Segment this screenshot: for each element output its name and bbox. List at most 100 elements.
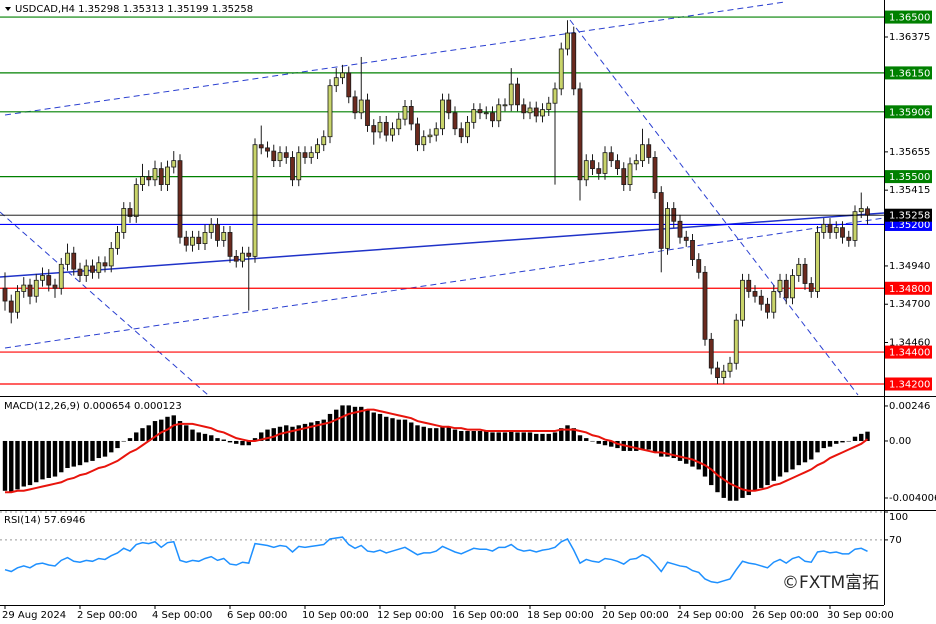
- macd-bar: [140, 428, 145, 441]
- macd-bar: [609, 440, 614, 447]
- candle-body: [340, 72, 345, 79]
- macd-bar: [27, 440, 33, 486]
- candle-body: [771, 291, 777, 313]
- macd-bar: [309, 422, 314, 441]
- macd-value: 0.000654: [83, 401, 131, 412]
- macd-bar: [771, 440, 776, 481]
- level-label: 1.35200: [889, 220, 930, 231]
- macd-bar: [477, 431, 483, 441]
- macd-bar: [509, 431, 514, 441]
- candle-body: [258, 144, 264, 149]
- macd-bar: [746, 440, 751, 496]
- candle-body: [640, 144, 645, 162]
- candle-body: [652, 157, 658, 193]
- macd-bar: [102, 440, 108, 457]
- candle-body: [296, 152, 302, 181]
- candle-body: [852, 211, 858, 241]
- macd-bar: [677, 440, 683, 461]
- macd-bar: [527, 432, 533, 441]
- macd-bar: [815, 440, 820, 453]
- macd-bar: [71, 440, 76, 467]
- candle-body: [465, 121, 470, 138]
- y-tick-label: 1.35655: [889, 147, 930, 158]
- macd-bar: [665, 440, 670, 457]
- macd-bar: [15, 440, 20, 490]
- macd-bar: [196, 432, 201, 441]
- macd-bar: [390, 418, 395, 441]
- candle-body: [40, 275, 45, 281]
- macd-bar: [734, 440, 739, 501]
- candle-body: [71, 252, 77, 270]
- candle-body: [533, 107, 539, 117]
- macd-bar: [721, 440, 726, 498]
- candle-body: [158, 168, 164, 185]
- candle-body: [427, 134, 433, 138]
- macd-bar: [709, 440, 714, 486]
- y-tick-label: 1.34700: [889, 299, 930, 310]
- y-tick-label: 1.35415: [889, 185, 930, 196]
- macd-bar: [790, 440, 795, 470]
- candle-body: [683, 236, 689, 241]
- x-tick-label: 12 Sep 00:00: [377, 610, 444, 621]
- macd-bar: [90, 440, 95, 461]
- candle-body: [646, 144, 652, 158]
- macd-bar: [96, 440, 101, 459]
- macd-bar: [177, 421, 183, 441]
- macd-bar: [127, 438, 133, 441]
- candle-body: [371, 125, 377, 133]
- macd-bar: [321, 419, 326, 441]
- candle-body: [171, 160, 177, 168]
- candle-body: [315, 144, 320, 154]
- macd-bar: [40, 440, 45, 480]
- candle-body: [383, 121, 389, 136]
- candle-body: [446, 99, 452, 114]
- candle-body: [602, 152, 608, 174]
- macd-bar: [334, 409, 339, 441]
- candle-body: [765, 303, 770, 313]
- candle-body: [202, 232, 208, 245]
- channel-line: [4, 1, 786, 116]
- x-tick-label: 30 Sep 00:00: [827, 610, 894, 621]
- high-value: 1.35313: [123, 4, 164, 15]
- macd-bar: [77, 440, 83, 466]
- macd-bar: [171, 415, 176, 441]
- candle-body: [577, 88, 583, 181]
- macd-bar: [521, 432, 526, 441]
- candle-body: [196, 236, 202, 245]
- candle-body: [752, 291, 758, 297]
- candle-body: [252, 144, 258, 257]
- macd-bar: [596, 440, 601, 444]
- level-label-bg: [885, 281, 932, 295]
- candle-body: [702, 271, 708, 340]
- y-tick-label: 1.36375: [889, 32, 930, 43]
- level-label: 1.34800: [889, 284, 930, 295]
- macd-bar: [784, 440, 789, 473]
- x-tick-label: 29 Aug 2024: [2, 610, 66, 621]
- macd-bar: [115, 440, 120, 449]
- macd-bar: [265, 429, 270, 441]
- macd-bar: [765, 440, 770, 486]
- trend-line: [0, 212, 885, 278]
- channel-line: [4, 217, 885, 349]
- x-tick-label: 16 Sep 00:00: [452, 610, 519, 621]
- candle-body: [246, 252, 252, 257]
- macd-bar: [540, 433, 545, 441]
- candle-body: [746, 279, 752, 292]
- macd-bar: [409, 422, 414, 441]
- candle-body: [127, 208, 133, 217]
- macd-bar: [640, 440, 645, 450]
- candle-body: [140, 176, 145, 185]
- macd-bar: [146, 425, 151, 441]
- level-label: 1.34200: [889, 379, 930, 390]
- candle-body: [708, 338, 714, 369]
- macd-bar: [652, 440, 658, 453]
- candle-body: [240, 252, 245, 262]
- macd-bar: [759, 440, 764, 488]
- macd-bar: [434, 428, 439, 441]
- macd-bar: [715, 440, 720, 493]
- candle-body: [571, 32, 577, 90]
- macd-bar: [846, 440, 851, 442]
- candle-body: [802, 263, 808, 284]
- candle-body: [858, 208, 864, 213]
- macd-bar: [577, 435, 583, 441]
